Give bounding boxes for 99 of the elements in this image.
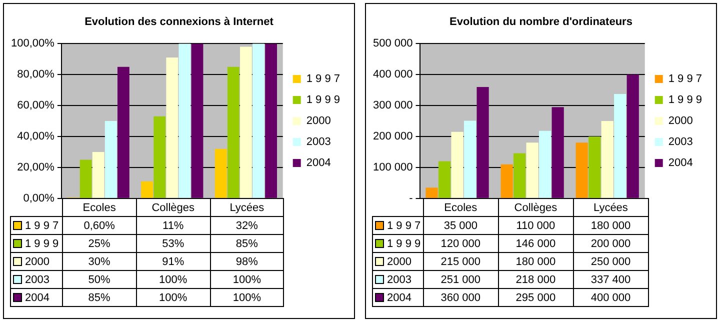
bar: [588, 136, 601, 198]
legend-label: 2004: [306, 157, 331, 170]
y-tick-label: 20,00%: [17, 161, 55, 174]
text: 2003: [25, 274, 50, 286]
data-label: 100%: [136, 288, 210, 307]
y-tick-label: 300 000: [372, 100, 413, 112]
data-label: 25%: [62, 234, 136, 253]
bar: [552, 107, 564, 198]
y-tick-label: -: [409, 192, 414, 204]
bar: [614, 94, 626, 198]
data-label: 110 000: [498, 216, 574, 235]
legend-label: 1 9 9 9: [372, 234, 424, 253]
legend-label: 2000: [668, 115, 693, 128]
bar: [178, 44, 191, 198]
y-tick-label: 400 000: [372, 68, 413, 81]
bar: [80, 160, 92, 198]
bar: [513, 153, 526, 198]
bar: [227, 66, 240, 198]
bar: [92, 152, 104, 198]
data-label: 218 000: [498, 270, 574, 289]
y-tick-label: 100,00%: [10, 38, 55, 50]
bar: [141, 181, 154, 198]
bar: [104, 121, 117, 198]
bar: [526, 142, 538, 198]
legend-label: 1 9 9 7: [10, 216, 62, 235]
data-label: 360 000: [423, 288, 498, 307]
data-label: 215 000: [423, 252, 498, 271]
data-label: 100%: [136, 270, 210, 289]
bar: [476, 86, 489, 198]
data-label: 295 000: [498, 288, 574, 307]
data-label: 251 000: [423, 270, 498, 289]
data-label: 180 000: [498, 252, 574, 271]
data-label: 50%: [62, 270, 136, 289]
data-label: 0,60%: [62, 216, 136, 235]
legend-label: 2004: [668, 157, 693, 170]
x-tick-label: Collèges: [136, 198, 210, 217]
y-tick-label: 100 000: [372, 161, 413, 174]
bar: [252, 44, 264, 198]
y-tick-label: 60,00%: [17, 100, 55, 112]
bar: [601, 121, 614, 198]
text: 1 9 9 9: [668, 94, 702, 106]
x-tick-label: Lycées: [573, 198, 648, 217]
bar: [240, 46, 252, 198]
legend-label: 1 9 9 9: [10, 234, 62, 253]
legend-label: 1 9 9 7: [372, 216, 424, 235]
bar: [166, 58, 178, 198]
bar: [451, 132, 464, 198]
legend-label: 2003: [306, 136, 331, 148]
data-label: 11%: [136, 216, 210, 235]
bar: [426, 188, 438, 198]
bar: [265, 44, 278, 198]
data-label: 400 000: [573, 288, 648, 307]
text: 2000: [25, 256, 50, 268]
data-label: 98%: [210, 252, 284, 271]
data-label: 120 000: [423, 234, 498, 253]
data-label: 85%: [210, 234, 284, 253]
text: 2004: [25, 292, 50, 304]
data-label: 337 400: [573, 270, 648, 289]
text: 2004: [387, 292, 412, 304]
data-label: 250 000: [573, 252, 648, 271]
text: 1 9 9 7: [306, 73, 340, 86]
bar: [214, 148, 227, 198]
y-tick-label: 80,00%: [17, 68, 55, 81]
chart-title: Evolution des connexions à Internet: [84, 16, 274, 28]
data-label: 100%: [210, 270, 284, 289]
x-tick-label: Collèges: [498, 198, 574, 217]
data-label: 100%: [210, 288, 284, 307]
chart-title: Evolution du nombre d'ordinateurs: [448, 16, 634, 28]
bar: [464, 120, 476, 198]
bar: [191, 44, 204, 198]
bar: [539, 130, 552, 198]
data-label: 53%: [136, 234, 210, 253]
x-tick-label: Ecoles: [423, 198, 498, 217]
x-tick-label: Lycées: [210, 198, 284, 217]
bar: [438, 161, 451, 198]
text: 2000: [387, 256, 412, 268]
y-tick-label: 200 000: [372, 130, 413, 143]
text: 1 9 9 9: [306, 94, 340, 106]
legend-label: 2003: [668, 136, 693, 148]
data-label: 35 000: [423, 216, 498, 235]
bar: [576, 142, 588, 198]
text: 1 9 9 7: [668, 73, 702, 86]
data-label: 200 000: [573, 234, 648, 253]
legend-label: 2000: [306, 115, 331, 128]
data-label: 30%: [62, 252, 136, 271]
y-tick-label: 500 000: [372, 38, 413, 50]
y-tick-label: 0,00%: [23, 192, 55, 204]
bar: [117, 66, 130, 198]
bar: [154, 116, 166, 198]
bar: [500, 164, 513, 198]
text: 2003: [387, 274, 412, 286]
data-label: 91%: [136, 252, 210, 271]
bar: [626, 74, 639, 198]
y-tick-label: 40,00%: [17, 130, 55, 143]
data-label: 180 000: [573, 216, 648, 235]
data-label: 146 000: [498, 234, 574, 253]
data-label: 32%: [210, 216, 284, 235]
x-tick-label: Ecoles: [62, 198, 136, 217]
data-label: 85%: [62, 288, 136, 307]
